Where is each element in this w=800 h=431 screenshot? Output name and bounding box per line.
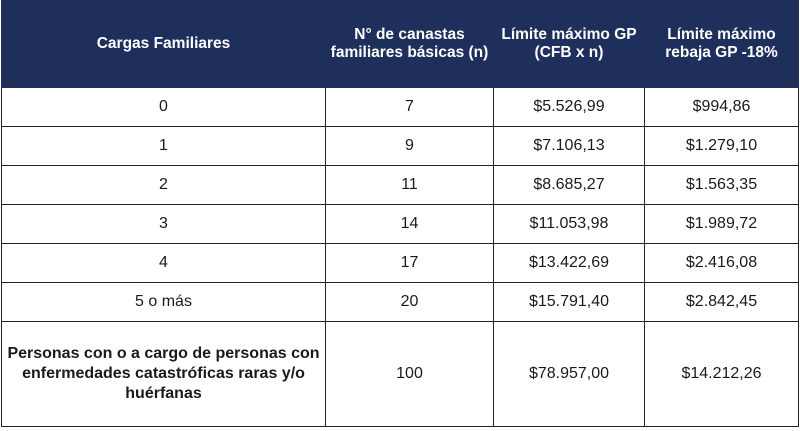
cell-limite-gp: $78.957,00 — [493, 321, 645, 427]
cell-cargas: 2 — [1, 165, 326, 205]
cell-cargas: 4 — [1, 243, 326, 283]
cell-canastas: 7 — [325, 87, 494, 127]
cell-limite-rebaja: $1.989,72 — [644, 204, 799, 244]
cell-limite-gp: $15.791,40 — [493, 282, 645, 322]
cell-canastas: 9 — [325, 126, 494, 166]
cell-limite-gp: $5.526,99 — [493, 87, 645, 127]
cell-limite-rebaja: $2.842,45 — [644, 282, 799, 322]
cell-cargas: 1 — [1, 126, 326, 166]
cell-limite-gp: $7.106,13 — [493, 126, 645, 166]
cell-canastas: 17 — [325, 243, 494, 283]
cell-limite-gp: $8.685,27 — [493, 165, 645, 205]
table-row: 4 17 $13.422,69 $2.416,08 — [1, 243, 799, 283]
cell-canastas: 14 — [325, 204, 494, 244]
cell-limite-gp: $13.422,69 — [493, 243, 645, 283]
header-row: Cargas Familiares N° de canastas familia… — [1, 0, 799, 88]
table-row: 3 14 $11.053,98 $1.989,72 — [1, 204, 799, 244]
header-canastas: N° de canastas familiares básicas (n) — [325, 0, 494, 88]
table-row: 5 o más 20 $15.791,40 $2.842,45 — [1, 282, 799, 322]
cell-cargas: 5 o más — [1, 282, 326, 322]
cell-limite-rebaja: $1.563,35 — [644, 165, 799, 205]
cell-limite-gp: $11.053,98 — [493, 204, 645, 244]
cell-limite-rebaja: $2.416,08 — [644, 243, 799, 283]
table-row: 0 7 $5.526,99 $994,86 — [1, 87, 799, 127]
cell-canastas: 11 — [325, 165, 494, 205]
header-cargas-familiares: Cargas Familiares — [1, 0, 326, 88]
table-row-enfermedades-catastroficas: Personas con o a cargo de personas con e… — [1, 321, 799, 427]
cell-canastas: 20 — [325, 282, 494, 322]
cell-cargas: 3 — [1, 204, 326, 244]
cell-cargas: 0 — [1, 87, 326, 127]
cell-cargas: Personas con o a cargo de personas con e… — [1, 321, 326, 427]
cell-canastas: 100 — [325, 321, 494, 427]
table-row: 1 9 $7.106,13 $1.279,10 — [1, 126, 799, 166]
table-row: 2 11 $8.685,27 $1.563,35 — [1, 165, 799, 205]
cell-limite-rebaja: $1.279,10 — [644, 126, 799, 166]
cell-limite-rebaja: $994,86 — [644, 87, 799, 127]
header-limite-gp: Límite máximo GP (CFB x n) — [493, 0, 645, 88]
cell-limite-rebaja: $14.212,26 — [644, 321, 799, 427]
header-limite-rebaja: Límite máximo rebaja GP -18% — [644, 0, 799, 88]
